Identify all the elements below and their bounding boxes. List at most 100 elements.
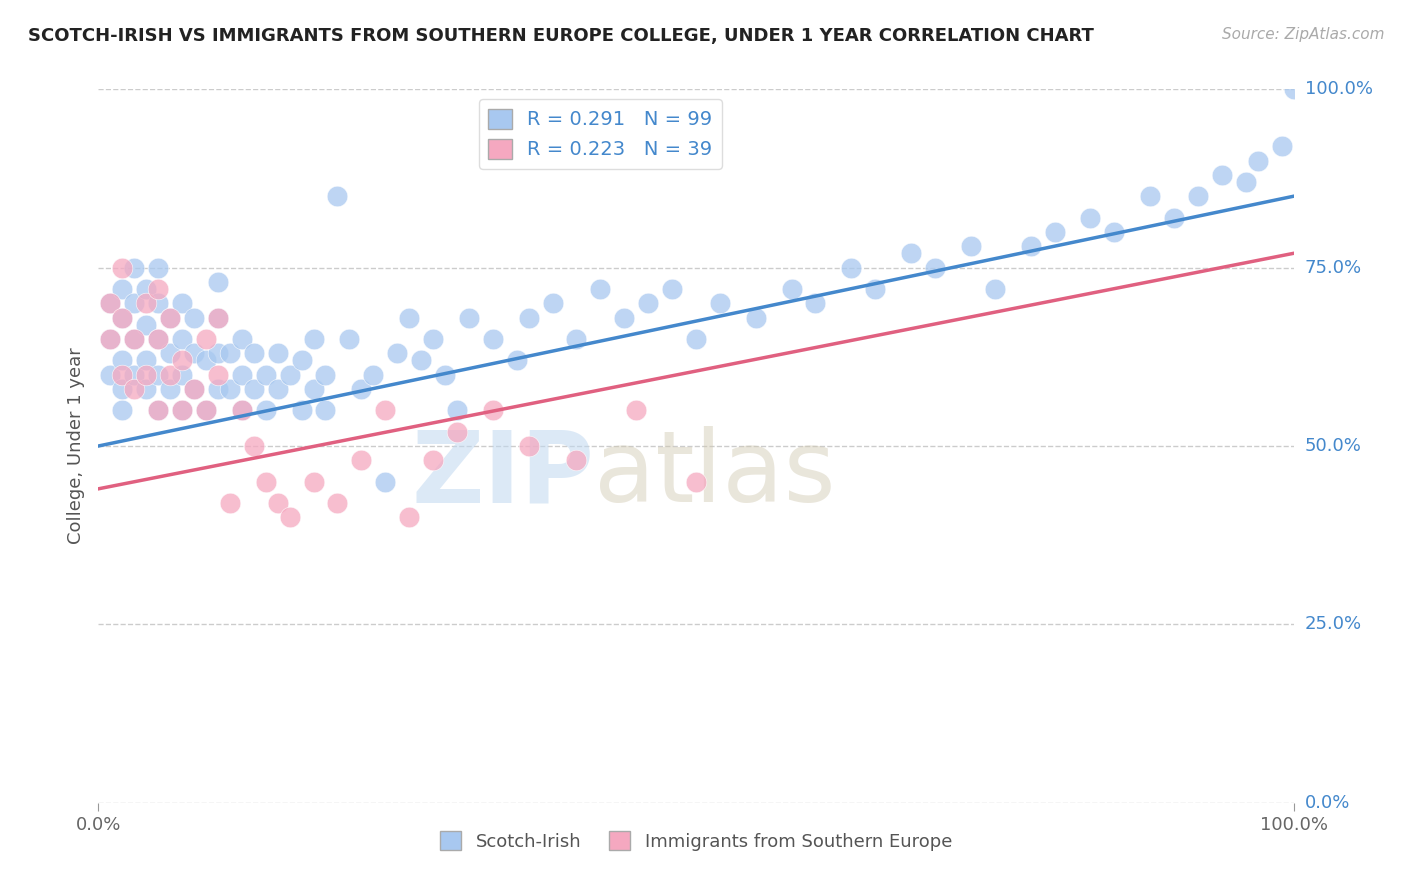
Point [183, 382, 205, 396]
Point [446, 403, 468, 417]
Point [148, 403, 170, 417]
Point [267, 346, 290, 360]
Point [984, 282, 1007, 296]
Point [111, 382, 134, 396]
Point [254, 475, 277, 489]
Point [422, 453, 444, 467]
Point [1211, 168, 1233, 182]
Point [374, 475, 396, 489]
Point [231, 403, 253, 417]
Legend: Scotch-Irish, Immigrants from Southern Europe: Scotch-Irish, Immigrants from Southern E… [433, 824, 959, 858]
Text: 100.0%: 100.0% [1305, 80, 1372, 98]
Point [135, 318, 157, 332]
Point [195, 403, 218, 417]
Point [195, 332, 218, 346]
Point [745, 310, 768, 325]
Point [924, 260, 946, 275]
Point [481, 332, 505, 346]
Point [207, 382, 229, 396]
Point [98, 296, 122, 310]
Point [1271, 139, 1294, 153]
Point [900, 246, 922, 260]
Point [302, 332, 325, 346]
Point [159, 310, 181, 325]
Point [159, 310, 181, 325]
Point [183, 382, 205, 396]
Point [135, 353, 157, 368]
Point [111, 260, 134, 275]
Point [302, 382, 325, 396]
Text: 75.0%: 75.0% [1305, 259, 1362, 277]
Point [207, 368, 229, 382]
Point [172, 353, 194, 368]
Point [350, 382, 373, 396]
Point [291, 353, 314, 368]
Point [231, 368, 253, 382]
Point [780, 282, 803, 296]
Point [458, 310, 481, 325]
Point [183, 310, 205, 325]
Point [148, 260, 170, 275]
Point [685, 475, 707, 489]
Point [148, 368, 170, 382]
Point [1080, 211, 1102, 225]
Point [385, 346, 409, 360]
Point [243, 439, 266, 453]
Point [374, 403, 396, 417]
Point [434, 368, 457, 382]
Point [363, 368, 385, 382]
Text: 25.0%: 25.0% [1305, 615, 1362, 633]
Point [267, 496, 290, 510]
Point [207, 310, 229, 325]
Point [124, 332, 146, 346]
Point [148, 282, 170, 296]
Text: 0.0%: 0.0% [1305, 794, 1350, 812]
Point [148, 403, 170, 417]
Point [411, 353, 433, 368]
Point [661, 282, 683, 296]
Point [589, 282, 612, 296]
Point [517, 439, 540, 453]
Point [207, 310, 229, 325]
Point [267, 382, 290, 396]
Point [183, 346, 205, 360]
Point [865, 282, 887, 296]
Point [339, 332, 361, 346]
Point [481, 403, 505, 417]
Point [350, 453, 373, 467]
Point [254, 368, 277, 382]
Point [709, 296, 731, 310]
Point [219, 346, 242, 360]
Point [124, 332, 146, 346]
Point [446, 425, 468, 439]
Point [506, 353, 529, 368]
Point [98, 368, 122, 382]
Point [124, 368, 146, 382]
Point [1187, 189, 1209, 203]
Point [398, 310, 420, 325]
Point [148, 332, 170, 346]
Point [278, 510, 301, 524]
Point [565, 332, 588, 346]
Point [172, 403, 194, 417]
Point [326, 496, 349, 510]
Point [135, 382, 157, 396]
Point [111, 368, 134, 382]
Point [517, 310, 540, 325]
Point [172, 296, 194, 310]
Point [315, 368, 337, 382]
Point [159, 382, 181, 396]
Point [219, 382, 242, 396]
Point [135, 296, 157, 310]
Point [960, 239, 983, 253]
Point [254, 403, 277, 417]
Point [243, 382, 266, 396]
Point [1247, 153, 1270, 168]
Point [613, 310, 636, 325]
Point [172, 332, 194, 346]
Point [195, 403, 218, 417]
Point [111, 310, 134, 325]
Point [1282, 82, 1305, 96]
Point [111, 353, 134, 368]
Point [98, 332, 122, 346]
